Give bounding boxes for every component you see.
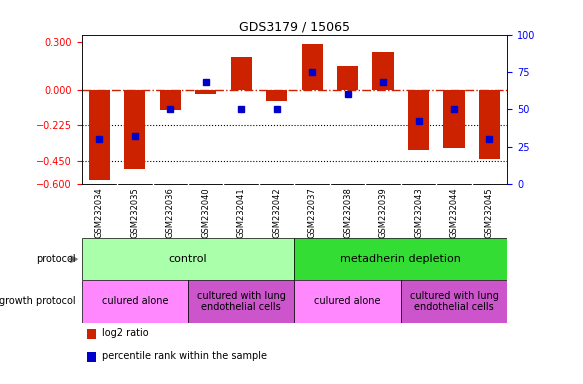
Bar [195, 90, 216, 94]
Bar [294, 238, 507, 280]
Text: percentile rank within the sample: percentile rank within the sample [102, 351, 267, 361]
Bar [479, 90, 500, 159]
Bar [301, 44, 323, 90]
Bar [373, 52, 394, 90]
Bar [408, 90, 429, 150]
Bar [231, 56, 252, 90]
Bar [89, 90, 110, 180]
Text: GSM232035: GSM232035 [131, 187, 139, 238]
Bar [160, 90, 181, 110]
Text: log2 ratio: log2 ratio [102, 328, 149, 338]
Text: metadherin depletion: metadherin depletion [340, 254, 461, 264]
Text: culured alone: culured alone [314, 296, 381, 306]
Bar [188, 280, 294, 323]
Bar [82, 280, 188, 323]
Text: cultured with lung
endothelial cells: cultured with lung endothelial cells [197, 291, 286, 312]
Text: GSM232043: GSM232043 [414, 187, 423, 238]
Bar [401, 280, 507, 323]
Text: GSM232039: GSM232039 [378, 187, 388, 238]
Text: growth protocol: growth protocol [0, 296, 76, 306]
Bar [266, 90, 287, 101]
Text: GSM232042: GSM232042 [272, 187, 281, 238]
Text: control: control [168, 254, 208, 264]
Bar [337, 66, 358, 90]
Text: GSM232041: GSM232041 [237, 187, 245, 238]
Text: GSM232034: GSM232034 [95, 187, 104, 238]
Title: GDS3179 / 15065: GDS3179 / 15065 [239, 20, 350, 33]
Text: culured alone: culured alone [101, 296, 168, 306]
Bar [294, 280, 401, 323]
Text: GSM232045: GSM232045 [485, 187, 494, 238]
Text: GSM232044: GSM232044 [449, 187, 458, 238]
Text: GSM232037: GSM232037 [308, 187, 317, 238]
Text: GSM232040: GSM232040 [201, 187, 210, 238]
Text: GSM232038: GSM232038 [343, 187, 352, 238]
Text: protocol: protocol [36, 254, 76, 264]
Text: cultured with lung
endothelial cells: cultured with lung endothelial cells [410, 291, 498, 312]
Bar [124, 90, 145, 169]
Bar [443, 90, 465, 148]
Bar [82, 238, 294, 280]
Text: GSM232036: GSM232036 [166, 187, 175, 238]
